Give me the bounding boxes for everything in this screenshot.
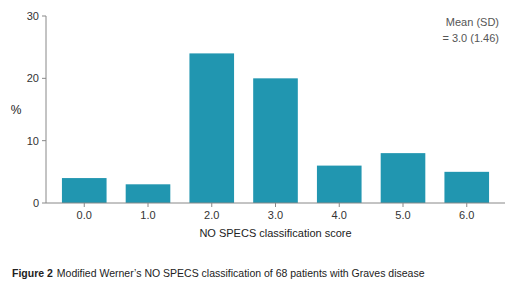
y-tick — [42, 140, 46, 141]
caption-text: Modified Werner’s NO SPECS classificatio… — [57, 267, 425, 279]
y-tick — [42, 78, 46, 79]
x-tick-label: 6.0 — [459, 209, 474, 221]
bar — [62, 178, 107, 203]
x-tick — [403, 203, 404, 207]
bar — [126, 184, 171, 203]
bar — [189, 53, 234, 203]
caption: Figure 2 Modified Werner’s NO SPECS class… — [12, 267, 425, 279]
y-tick — [42, 16, 46, 17]
x-tick — [84, 203, 85, 207]
x-tick — [275, 203, 276, 207]
x-tick-label: 4.0 — [332, 209, 347, 221]
x-tick-label: 0.0 — [77, 209, 92, 221]
y-axis-line — [46, 16, 47, 203]
x-tick-label: 3.0 — [268, 209, 283, 221]
chart: 0 10 20 30 0.0 1.0 2.0 3.0 4.0 5.0 6.0 NO SPECS cla… — [0, 0, 517, 299]
x-tick — [211, 203, 212, 207]
annotation-line: Mean (SD) — [446, 16, 499, 28]
y-tick-label: 20 — [27, 72, 39, 84]
x-tick-label: 1.0 — [140, 209, 155, 221]
bar — [381, 153, 426, 203]
bar — [253, 78, 298, 203]
y-tick-label: 0 — [33, 197, 39, 209]
y-axis-label: % — [11, 103, 22, 117]
annotation: Mean (SD) = 3.0 (1.46) — [442, 16, 499, 44]
bars — [62, 53, 489, 203]
y-tick-label: 10 — [27, 135, 39, 147]
caption-label: Figure 2 — [12, 267, 53, 279]
y-tick — [42, 203, 46, 204]
annotation-line: = 3.0 (1.46) — [442, 32, 499, 44]
x-axis-label: NO SPECS classification score — [199, 227, 351, 239]
y-tick-label: 30 — [27, 10, 39, 22]
x-tick — [466, 203, 467, 207]
x-tick-label: 2.0 — [204, 209, 219, 221]
bar — [317, 166, 362, 203]
chart-container: 0 10 20 30 0.0 1.0 2.0 3.0 4.0 5.0 6.0 NO SPECS cla… — [0, 0, 517, 299]
x-tick — [148, 203, 149, 207]
x-tick-label: 5.0 — [395, 209, 410, 221]
bar — [444, 172, 489, 203]
x-tick — [339, 203, 340, 207]
